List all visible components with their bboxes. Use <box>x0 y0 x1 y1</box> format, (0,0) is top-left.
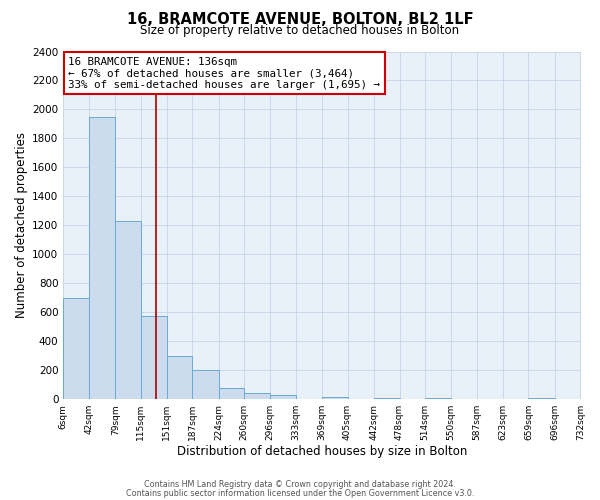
Bar <box>141 316 167 399</box>
Text: 16, BRAMCOTE AVENUE, BOLTON, BL2 1LF: 16, BRAMCOTE AVENUE, BOLTON, BL2 1LF <box>127 12 473 26</box>
Bar <box>244 392 270 399</box>
Bar <box>529 398 555 399</box>
Bar <box>63 298 89 399</box>
Bar <box>425 398 451 399</box>
Bar <box>218 388 244 399</box>
Text: Contains public sector information licensed under the Open Government Licence v3: Contains public sector information licen… <box>126 488 474 498</box>
Bar <box>115 221 141 399</box>
Y-axis label: Number of detached properties: Number of detached properties <box>15 132 28 318</box>
Bar <box>167 356 192 399</box>
X-axis label: Distribution of detached houses by size in Bolton: Distribution of detached houses by size … <box>177 444 467 458</box>
Text: Contains HM Land Registry data © Crown copyright and database right 2024.: Contains HM Land Registry data © Crown c… <box>144 480 456 489</box>
Text: 16 BRAMCOTE AVENUE: 136sqm
← 67% of detached houses are smaller (3,464)
33% of s: 16 BRAMCOTE AVENUE: 136sqm ← 67% of deta… <box>68 56 380 90</box>
Text: Size of property relative to detached houses in Bolton: Size of property relative to detached ho… <box>140 24 460 37</box>
Bar <box>89 116 115 399</box>
Bar <box>192 370 218 399</box>
Bar <box>270 395 296 399</box>
Bar <box>322 397 347 399</box>
Bar <box>374 398 400 399</box>
